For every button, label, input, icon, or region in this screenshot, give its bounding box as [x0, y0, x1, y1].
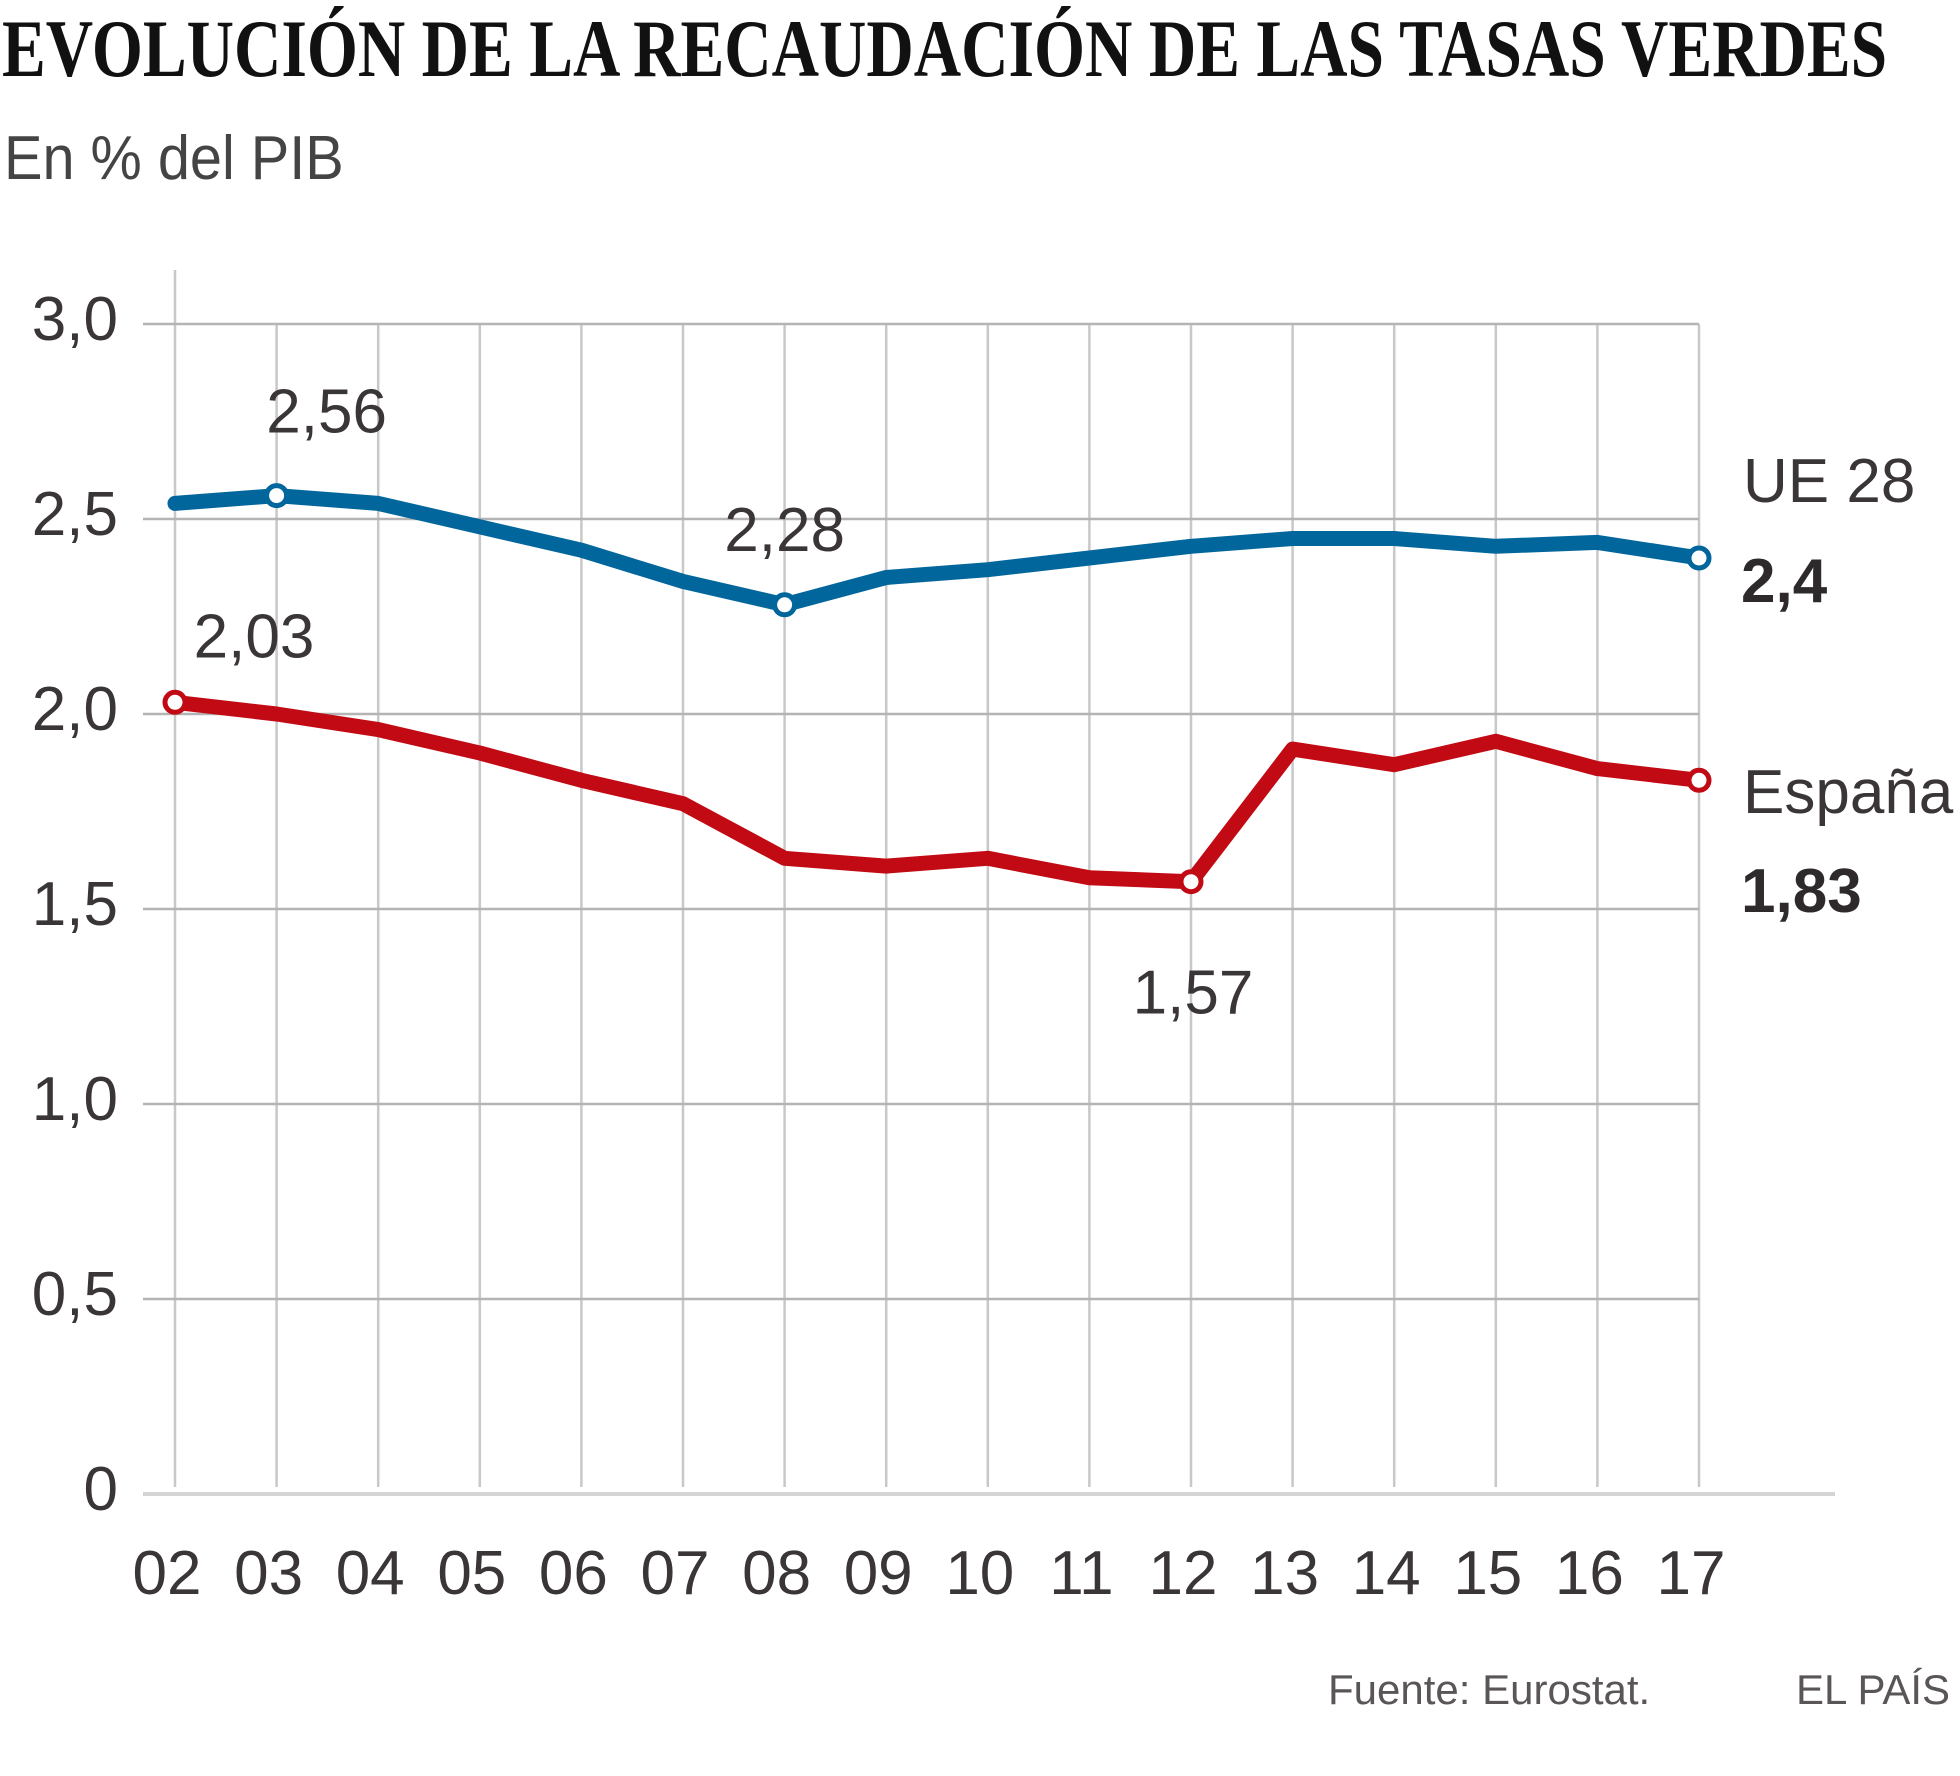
x-tick-label: 15 [1453, 1539, 1522, 1608]
end-value-ue28: 2,4 [1741, 547, 1828, 616]
source-note: Fuente: Eurostat. [1328, 1666, 1651, 1713]
x-tick-label: 03 [234, 1539, 303, 1608]
brand-logo: EL PAÍS [1796, 1666, 1951, 1713]
point-marker [162, 689, 188, 715]
x-tick-label: 10 [945, 1539, 1014, 1608]
y-tick-label: 1,5 [32, 870, 118, 939]
x-tick-label: 16 [1555, 1539, 1624, 1608]
y-axis: 0 0,5 1,0 1,5 2,0 2,5 3,0 [32, 285, 118, 1524]
x-axis: 02 03 04 05 06 07 08 09 10 11 12 13 14 15 16 17 [133, 1539, 1726, 1608]
y-tick-label: 2,5 [32, 480, 118, 549]
x-tick-label: 07 [641, 1539, 710, 1608]
data-label: 2,56 [266, 378, 387, 447]
y-tick-label: 0,5 [32, 1260, 118, 1329]
x-tick-label: 08 [742, 1539, 811, 1608]
data-label: 1,57 [1133, 959, 1254, 1028]
x-tick-label: 02 [133, 1539, 202, 1608]
series-line-ue28 [167, 488, 1707, 613]
x-tick-label: 12 [1149, 1539, 1218, 1608]
chart-subtitle: En % del PIB [4, 124, 344, 193]
x-tick-label: 04 [336, 1539, 405, 1608]
x-tick-label: 05 [437, 1539, 506, 1608]
legend-label-ue28: UE 28 [1743, 447, 1915, 516]
end-value-espana: 1,83 [1741, 857, 1862, 926]
point-marker [264, 483, 290, 509]
annotations: 2,56 2,28 2,03 1,57 UE 28 2,4 España 1,83 [194, 378, 1954, 1028]
x-tick-label: 13 [1250, 1539, 1319, 1608]
y-tick-label: 2,0 [32, 675, 118, 744]
series-lines [162, 483, 1712, 895]
y-tick-label: 1,0 [32, 1065, 118, 1134]
series-line-espana [167, 694, 1707, 890]
legend-label-espana: España [1743, 758, 1954, 827]
point-marker [1686, 545, 1712, 571]
chart-title: EVOLUCIÓN DE LA RECAUDACIÓN DE LAS TASAS… [2, 3, 1888, 94]
point-marker [772, 592, 798, 618]
x-tick-label: 17 [1657, 1539, 1726, 1608]
y-tick-label: 0 [84, 1455, 118, 1524]
point-marker [1178, 869, 1204, 895]
x-tick-label: 09 [844, 1539, 913, 1608]
x-tick-label: 14 [1352, 1539, 1421, 1608]
y-tick-label: 3,0 [32, 285, 118, 354]
point-marker [1686, 767, 1712, 793]
x-tick-label: 11 [1049, 1539, 1113, 1608]
x-tick-label: 06 [539, 1539, 608, 1608]
data-label: 2,28 [724, 496, 845, 565]
data-label: 2,03 [194, 602, 315, 671]
grid [143, 270, 1835, 1496]
